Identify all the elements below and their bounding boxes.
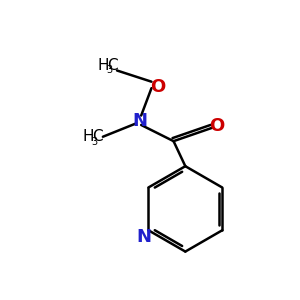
Text: 3: 3 — [106, 65, 112, 76]
Text: N: N — [132, 112, 147, 130]
Text: O: O — [209, 117, 225, 135]
Text: H: H — [82, 129, 94, 144]
Text: N: N — [136, 228, 152, 246]
Text: 3: 3 — [92, 137, 98, 147]
Text: C: C — [107, 58, 118, 73]
Text: H: H — [97, 58, 109, 73]
Text: C: C — [92, 129, 103, 144]
Text: O: O — [150, 78, 166, 96]
